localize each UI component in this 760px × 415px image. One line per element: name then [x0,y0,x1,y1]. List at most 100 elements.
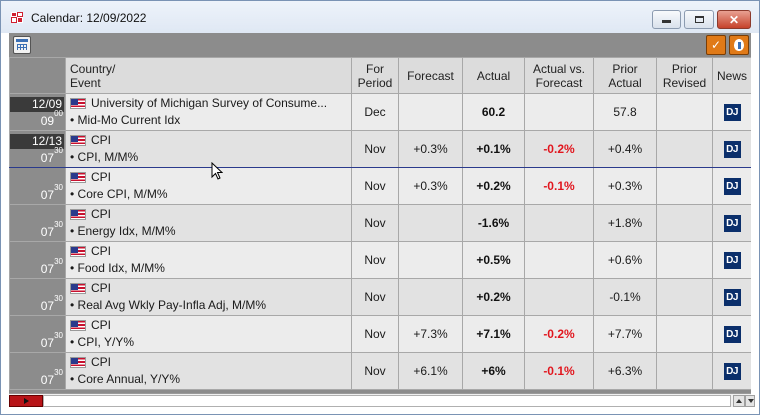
table-row[interactable]: 12/13 0730 CPI • CPI, M/M% Nov +0.3% +0.… [9,130,751,168]
info-shield-icon[interactable] [729,35,749,55]
country-label: CPI [91,207,112,221]
event-cell[interactable]: CPI • CPI, Y/Y% [65,315,352,353]
prior-actual-cell: +0.3% [593,167,657,205]
calendar-grid[interactable]: Country/Event For Period Forecast Actual … [9,57,751,393]
window-title: Calendar: 12/09/2022 [31,11,147,25]
prior-actual-cell: +7.7% [593,315,657,353]
news-cell[interactable]: DJ [712,204,751,242]
scroll-down-icon[interactable] [745,395,755,407]
prior-revised-cell [656,278,713,316]
horizontal-scrollbar[interactable] [9,393,755,407]
dj-news-icon[interactable]: DJ [723,140,741,158]
event-cell[interactable]: University of Michigan Survey of Consume… [65,93,352,131]
close-icon: ✕ [728,12,740,27]
period-cell: Nov [351,204,399,242]
table-row[interactable]: 0730 CPI • Core Annual, Y/Y% Nov +6.1% +… [9,352,751,390]
prior-revised-cell [656,204,713,242]
date-time-cell: 0730 [9,352,66,390]
news-cell[interactable]: DJ [712,315,751,353]
actual-cell: 60.2 [462,93,525,131]
table-row[interactable]: 0730 CPI • Food Idx, M/M% Nov +0.5% +0.6… [9,241,751,279]
prior-actual-cell: 57.8 [593,93,657,131]
actual-vs-forecast-cell [524,204,594,242]
date-time-cell: 12/13 0730 [9,130,66,168]
news-cell[interactable]: DJ [712,241,751,279]
prior-actual-cell: +0.4% [593,130,657,168]
event-cell[interactable]: CPI • Food Idx, M/M% [65,241,352,279]
forecast-cell [398,241,463,279]
table-row[interactable]: 0730 CPI • CPI, Y/Y% Nov +7.3% +7.1% -0.… [9,315,751,353]
dj-news-icon[interactable]: DJ [723,288,741,306]
scroll-up-icon[interactable] [733,395,745,407]
col-for-period[interactable]: For Period [351,57,399,94]
actual-cell: -1.6% [462,204,525,242]
event-cell[interactable]: CPI • Energy Idx, M/M% [65,204,352,242]
event-cell[interactable]: CPI • CPI, M/M% [65,130,352,168]
event-label: • Real Avg Wkly Pay-Infla Adj, M/M% [70,298,267,312]
app-icon [11,12,23,23]
col-news[interactable]: News [712,57,751,94]
prior-actual-cell: -0.1% [593,278,657,316]
close-button[interactable]: ✕ [717,10,751,29]
dj-news-icon[interactable]: DJ [723,214,741,232]
country-label: CPI [91,355,112,369]
news-cell[interactable]: DJ [712,278,751,316]
prior-revised-cell [656,93,713,131]
country-label: University of Michigan Survey of Consume… [91,96,328,110]
news-cell[interactable]: DJ [712,167,751,205]
col-actual[interactable]: Actual [462,57,525,94]
scroll-left-icon[interactable] [9,395,43,407]
actual-vs-forecast-cell: -0.1% [524,352,594,390]
us-flag-icon [70,357,86,368]
maximize-button[interactable] [684,10,714,29]
forecast-cell [398,204,463,242]
date-time-cell: 0730 [9,241,66,279]
header-row: Country/Event For Period Forecast Actual … [9,57,751,94]
prior-actual-cell: +0.6% [593,241,657,279]
title-bar[interactable]: Calendar: 12/09/2022 ✕ [1,1,759,33]
prior-actual-cell: +6.3% [593,352,657,390]
date-time-cell: 0730 [9,167,66,205]
event-label: • Food Idx, M/M% [70,261,165,275]
dj-news-icon[interactable]: DJ [723,251,741,269]
event-time: 0730 [40,294,63,313]
col-prior-revised[interactable]: Prior Revised [656,57,713,94]
col-prior-actual[interactable]: Prior Actual [593,57,657,94]
us-flag-icon [70,135,86,146]
country-label: CPI [91,318,112,332]
calendar-icon[interactable] [13,36,31,54]
news-cell[interactable]: DJ [712,93,751,131]
event-time: 0730 [40,331,63,350]
news-cell[interactable]: DJ [712,352,751,390]
news-cell[interactable]: DJ [712,130,751,168]
event-cell[interactable]: CPI • Real Avg Wkly Pay-Infla Adj, M/M% [65,278,352,316]
dj-news-icon[interactable]: DJ [723,325,741,343]
dj-news-icon[interactable]: DJ [723,177,741,195]
edit-check-icon[interactable]: ✓ [706,35,726,55]
table-row[interactable]: 12/09 0900 University of Michigan Survey… [9,93,751,131]
minimize-button[interactable] [652,10,681,29]
period-cell: Nov [351,352,399,390]
table-row[interactable]: 0730 CPI • Core CPI, M/M% Nov +0.3% +0.2… [9,167,751,205]
col-actual-vs-forecast[interactable]: Actual vs. Forecast [524,57,594,94]
actual-vs-forecast-cell [524,241,594,279]
date-badge: 12/13 [10,134,64,149]
event-cell[interactable]: CPI • Core CPI, M/M% [65,167,352,205]
country-label: CPI [91,244,112,258]
event-cell[interactable]: CPI • Core Annual, Y/Y% [65,352,352,390]
col-forecast[interactable]: Forecast [398,57,463,94]
forecast-cell [398,278,463,316]
period-cell: Dec [351,93,399,131]
event-label: • Energy Idx, M/M% [70,224,176,238]
table-row[interactable]: 0730 CPI • Real Avg Wkly Pay-Infla Adj, … [9,278,751,316]
dj-news-icon[interactable]: DJ [723,362,741,380]
scroll-track[interactable] [43,395,731,407]
date-time-cell: 12/09 0900 [9,93,66,131]
dj-news-icon[interactable]: DJ [723,103,741,121]
table-row[interactable]: 0730 CPI • Energy Idx, M/M% Nov -1.6% +1… [9,204,751,242]
prior-actual-cell: +1.8% [593,204,657,242]
prior-revised-cell [656,241,713,279]
col-country-event[interactable]: Country/Event [65,57,352,94]
us-flag-icon [70,98,86,109]
